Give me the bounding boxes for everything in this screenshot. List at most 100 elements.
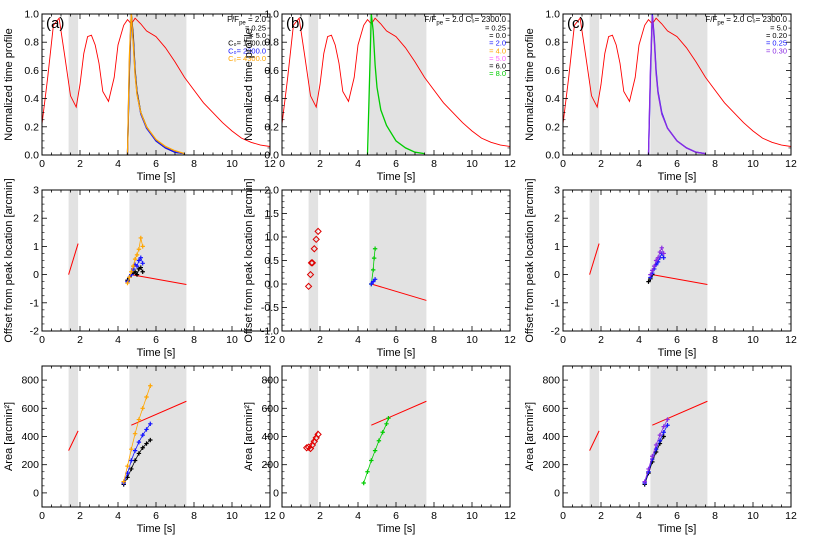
data-point [304, 282, 313, 291]
shaded-interval-2 [369, 14, 427, 155]
y-tick-label: 0.6 [264, 65, 279, 77]
y-tick-label: 0.2 [264, 121, 279, 133]
y-tick-label: 0.4 [264, 93, 279, 105]
legend-header-sub: pe [436, 21, 443, 27]
data-point [148, 421, 153, 427]
data-point [661, 251, 666, 256]
plot-area [282, 14, 510, 155]
x-tick-label: 12 [785, 510, 797, 522]
legend-entry: = 0.30 [766, 46, 787, 55]
data-point [307, 259, 316, 267]
data-point [657, 432, 663, 438]
x-tick-label: 10 [466, 158, 478, 170]
x-tick-label: 2 [598, 334, 604, 346]
data-point [372, 277, 378, 282]
x-tick-label: 4 [636, 510, 642, 522]
x-tick-label: 0 [39, 158, 45, 170]
series-c0-2300-0 [121, 421, 153, 486]
y-axis-label: Normalized time profile [524, 28, 536, 140]
data-point [655, 255, 661, 260]
y-tick-label: 0.4 [24, 93, 39, 105]
x-tick-label: 8 [431, 510, 437, 522]
plot-area [589, 190, 708, 331]
x-tick-label: 10 [226, 334, 238, 346]
legend-entry: = 0.25 [766, 39, 787, 48]
data-point [661, 424, 666, 429]
legend-header-rest: = 2.0 C₀= 2300.0 [724, 15, 787, 24]
shaded-interval-1 [308, 14, 319, 155]
y-tick-label: 200 [21, 459, 39, 471]
reference-line-1 [589, 243, 600, 275]
panel-label-c: (c) [567, 15, 585, 32]
x-tick-label: 0 [279, 334, 285, 346]
x-tick-label: 2 [77, 158, 83, 170]
legend-header-main: F/F [227, 15, 239, 24]
legend-entry: = 4.0 [489, 46, 506, 55]
data-point [646, 279, 651, 284]
legend-header: F/Fpe = 2.0 C₀= 2300.0 [705, 15, 787, 27]
data-point [132, 448, 138, 453]
y-tick-label: 800 [21, 375, 39, 387]
x-tick-label: 6 [674, 158, 680, 170]
y-tick-label: 0.0 [24, 150, 39, 162]
data-point [661, 255, 666, 260]
y-tick-label: 0.6 [24, 65, 39, 77]
y-tick-label: 1.0 [24, 9, 39, 21]
data-point [140, 406, 145, 411]
y-tick-label: 1.0 [264, 232, 279, 244]
x-tick-label: 2 [77, 334, 83, 346]
data-point [653, 258, 659, 263]
reference-line-1 [68, 430, 79, 451]
series-c0-4300-0 [126, 14, 185, 155]
y-tick-label: 600 [261, 403, 279, 415]
y-tick-label: 1.5 [264, 208, 279, 220]
x-tick-label: 12 [504, 334, 516, 346]
x-tick-label: 0 [279, 158, 285, 170]
legend-entry: = 0.25 [485, 24, 506, 33]
data-point [361, 480, 366, 486]
series-line [126, 14, 185, 155]
data-point [648, 272, 653, 277]
data-point [129, 458, 134, 463]
y-axis-label: Offset from peak location [arcmin] [524, 178, 536, 342]
legend-entry: = 8.0 [489, 69, 506, 78]
y-tick-label: 1.0 [545, 9, 560, 21]
x-axis-label: Time [s] [377, 171, 416, 183]
data-point [131, 263, 136, 269]
legend-header-main: F/F [424, 15, 436, 24]
x-tick-label: 4 [115, 158, 121, 170]
legend-entry: = 5.0 [489, 54, 506, 63]
x-tick-label: 4 [355, 334, 361, 346]
y-tick-label: 1.0 [264, 9, 279, 21]
reference-line-2 [131, 274, 187, 285]
series-c0-4300-0 [121, 383, 153, 484]
panel-row1-b: 0 2 4 6 8 10 12 Time [s] 0.0 0.2 0.4 0.6 0.8 1.0 Norma… [243, 9, 516, 184]
plot-area [68, 190, 187, 331]
data-point [136, 247, 142, 252]
x-tick-label: 8 [191, 158, 197, 170]
y-axis-label: Area [arcmin²] [524, 402, 536, 471]
x-tick-label: 0 [279, 510, 285, 522]
data-point [138, 255, 143, 260]
data-point [125, 463, 130, 469]
y-tick-label: 0.8 [545, 37, 560, 49]
shaded-interval-2 [650, 14, 708, 155]
data-point [132, 256, 138, 262]
legend-entry: = 2.0 [489, 39, 506, 48]
data-point [371, 255, 377, 261]
x-tick-label: 10 [466, 334, 478, 346]
data-point [132, 431, 138, 436]
data-point [138, 235, 143, 241]
x-tick-label: 6 [393, 510, 399, 522]
x-tick-label: 6 [674, 334, 680, 346]
series-trace [370, 248, 376, 285]
x-tick-label: 8 [191, 510, 197, 522]
data-point [372, 448, 378, 453]
x-tick-label: 10 [466, 510, 478, 522]
data-point [136, 439, 142, 445]
data-point [129, 446, 134, 452]
y-tick-label: 0.2 [545, 121, 560, 133]
plot-area [302, 366, 427, 507]
y-tick-label: 600 [21, 403, 39, 415]
